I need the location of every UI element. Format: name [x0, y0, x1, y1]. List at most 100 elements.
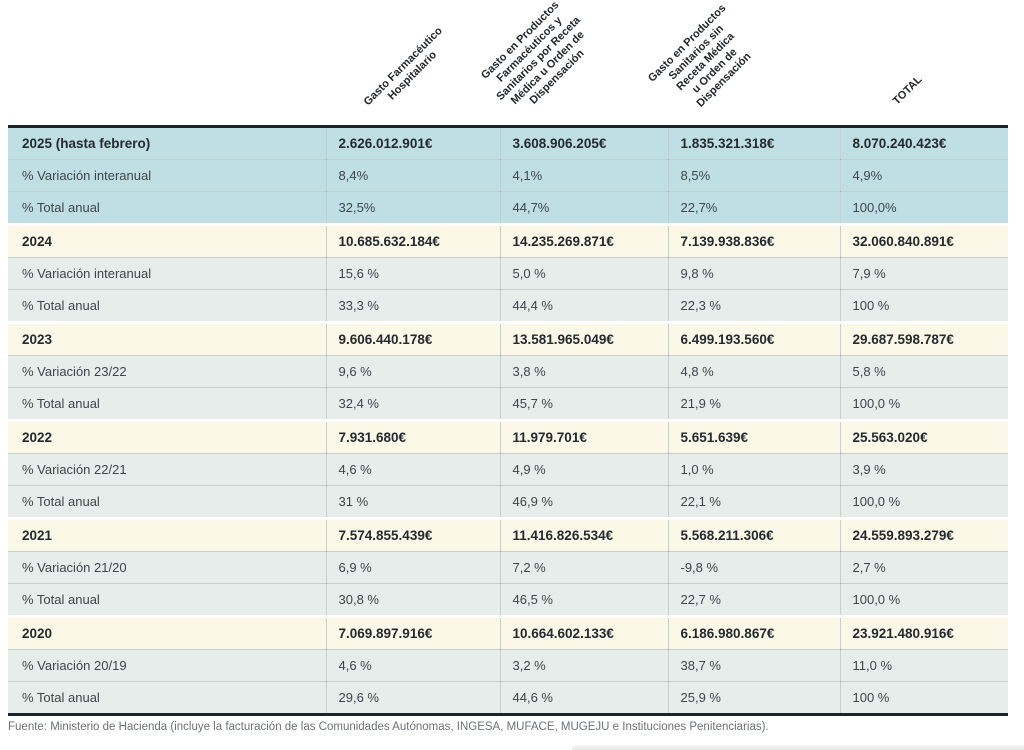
value-cell: 31 %	[326, 485, 501, 519]
value-cell: 4,1%	[500, 159, 669, 192]
value-cell: -9,8 %	[668, 551, 841, 584]
value-cell: 24.559.893.279€	[840, 517, 1008, 552]
row-label: 2025 (hasta febrero)	[8, 126, 327, 160]
value-cell: 100,0 %	[840, 583, 1008, 617]
year-row: 2025 (hasta febrero) 2.626.012.901€ 3.608.…	[8, 126, 1008, 160]
row-label: % Variación interanual	[8, 257, 327, 290]
value-cell: 7.139.938.836€	[668, 223, 841, 258]
value-cell: 25.563.020€	[840, 419, 1008, 454]
value-cell: 44,6 %	[500, 681, 669, 715]
value-cell: 29,6 %	[326, 681, 501, 715]
value-cell: 21,9 %	[668, 387, 841, 421]
value-cell: 8.070.240.423€	[840, 126, 1008, 160]
value-cell: 8,5%	[668, 159, 841, 192]
value-cell: 4,8 %	[668, 355, 841, 388]
value-cell: 3,9 %	[840, 453, 1008, 486]
value-cell: 10.664.602.133€	[500, 615, 669, 650]
value-cell: 6,9 %	[326, 551, 501, 584]
value-cell: 25,9 %	[668, 681, 841, 715]
percentage-row: % Total anual 29,6 % 44,6 % 25,9 % 100 %	[8, 681, 1008, 715]
row-label: 2021	[8, 517, 327, 552]
value-cell: 46,9 %	[500, 485, 669, 519]
value-cell: 9.606.440.178€	[326, 321, 501, 356]
value-cell: 5,8 %	[840, 355, 1008, 388]
value-cell: 22,7 %	[668, 583, 841, 617]
source-note: Fuente: Ministerio de Hacienda (incluye …	[8, 721, 769, 733]
column-header-total: TOTAL	[890, 73, 925, 108]
value-cell: 7.931.680€	[326, 419, 501, 454]
value-cell: 33,3 %	[326, 289, 501, 323]
row-label: % Variación 20/19	[8, 649, 327, 682]
row-label: 2022	[8, 419, 327, 454]
row-label: % Variación 23/22	[8, 355, 327, 388]
row-label: % Variación interanual	[8, 159, 327, 192]
table-column-headers: Gasto Farmacéutico Hospitalario Gasto en …	[0, 0, 1024, 127]
value-cell: 3,8 %	[500, 355, 669, 388]
value-cell: 3.608.906.205€	[500, 126, 669, 160]
row-label: % Variación 22/21	[8, 453, 327, 486]
value-cell: 9,6 %	[326, 355, 501, 388]
value-cell: 44,4 %	[500, 289, 669, 323]
percentage-row: % Total anual 30,8 % 46,5 % 22,7 % 100,0 %	[8, 583, 1008, 617]
value-cell: 5,0 %	[500, 257, 669, 290]
value-cell: 3,2 %	[500, 649, 669, 682]
row-label: % Total anual	[8, 681, 327, 715]
value-cell: 100 %	[840, 289, 1008, 323]
value-cell: 8,4%	[326, 159, 501, 192]
value-cell: 14.235.269.871€	[500, 223, 669, 258]
value-cell: 11.416.826.534€	[500, 517, 669, 552]
percentage-row: % Variación 23/22 9,6 % 3,8 % 4,8 % 5,8 %	[8, 355, 1008, 388]
value-cell: 4,6 %	[326, 453, 501, 486]
value-cell: 6.499.193.560€	[668, 321, 841, 356]
percentage-row: % Variación 22/21 4,6 % 4,9 % 1,0 % 3,9 %	[8, 453, 1008, 486]
value-cell: 22,7%	[668, 191, 841, 225]
row-label: % Total anual	[8, 387, 327, 421]
value-cell: 29.687.598.787€	[840, 321, 1008, 356]
value-cell: 22,3 %	[668, 289, 841, 323]
row-label: 2020	[8, 615, 327, 650]
year-row: 2021 7.574.855.439€ 11.416.826.534€ 5.568.2…	[8, 517, 1008, 552]
value-cell: 1.835.321.318€	[668, 126, 841, 160]
value-cell: 10.685.632.184€	[326, 223, 501, 258]
value-cell: 4,6 %	[326, 649, 501, 682]
percentage-row: % Total anual 33,3 % 44,4 % 22,3 % 100 %	[8, 289, 1008, 323]
value-cell: 9,8 %	[668, 257, 841, 290]
percentage-row: % Total anual 32,4 % 45,7 % 21,9 % 100,0 %	[8, 387, 1008, 421]
value-cell: 32.060.840.891€	[840, 223, 1008, 258]
percentage-row: % Total anual 32,5% 44,7% 22,7% 100,0%	[8, 191, 1008, 225]
value-cell: 6.186.980.867€	[668, 615, 841, 650]
value-cell: 100 %	[840, 681, 1008, 715]
column-header-hospitalario: Gasto Farmacéutico Hospitalario	[361, 24, 445, 109]
value-cell: 5.651.639€	[668, 419, 841, 454]
value-cell: 4,9%	[840, 159, 1008, 192]
value-cell: 2.626.012.901€	[326, 126, 501, 160]
value-cell: 23.921.480.916€	[840, 615, 1008, 650]
value-cell: 4,9 %	[500, 453, 669, 486]
row-label: % Total anual	[8, 583, 327, 617]
value-cell: 32,4 %	[326, 387, 501, 421]
value-cell: 11,0 %	[840, 649, 1008, 682]
row-label: 2024	[8, 223, 327, 258]
pharma-spending-table: 2025 (hasta febrero) 2.626.012.901€ 3.608.…	[8, 125, 1008, 716]
value-cell: 22,1 %	[668, 485, 841, 519]
row-label: % Total anual	[8, 289, 327, 323]
value-cell: 15,6 %	[326, 257, 501, 290]
value-cell: 5.568.211.306€	[668, 517, 841, 552]
value-cell: 38,7 %	[668, 649, 841, 682]
column-header-sin-receta: Gasto en Productos Sanitarios sin Receta…	[646, 2, 754, 110]
row-label: 2023	[8, 321, 327, 356]
percentage-row: % Variación 21/20 6,9 % 7,2 % -9,8 % 2,7 %	[8, 551, 1008, 584]
percentage-row: % Variación 20/19 4,6 % 3,2 % 38,7 % 11,0 %	[8, 649, 1008, 682]
row-label: % Variación 21/20	[8, 551, 327, 584]
year-row: 2024 10.685.632.184€ 14.235.269.871€ 7.139.…	[8, 223, 1008, 258]
value-cell: 46,5 %	[500, 583, 669, 617]
value-cell: 100,0 %	[840, 387, 1008, 421]
value-cell: 32,5%	[326, 191, 501, 225]
value-cell: 7.574.855.439€	[326, 517, 501, 552]
percentage-row: % Variación interanual 15,6 % 5,0 % 9,8 % 7,…	[8, 257, 1008, 290]
row-label: % Total anual	[8, 191, 327, 225]
value-cell: 44,7%	[500, 191, 669, 225]
row-label: % Total anual	[8, 485, 327, 519]
value-cell: 2,7 %	[840, 551, 1008, 584]
column-header-receta: Gasto en Productos Farmacéuticos y Sanit…	[479, 0, 587, 107]
